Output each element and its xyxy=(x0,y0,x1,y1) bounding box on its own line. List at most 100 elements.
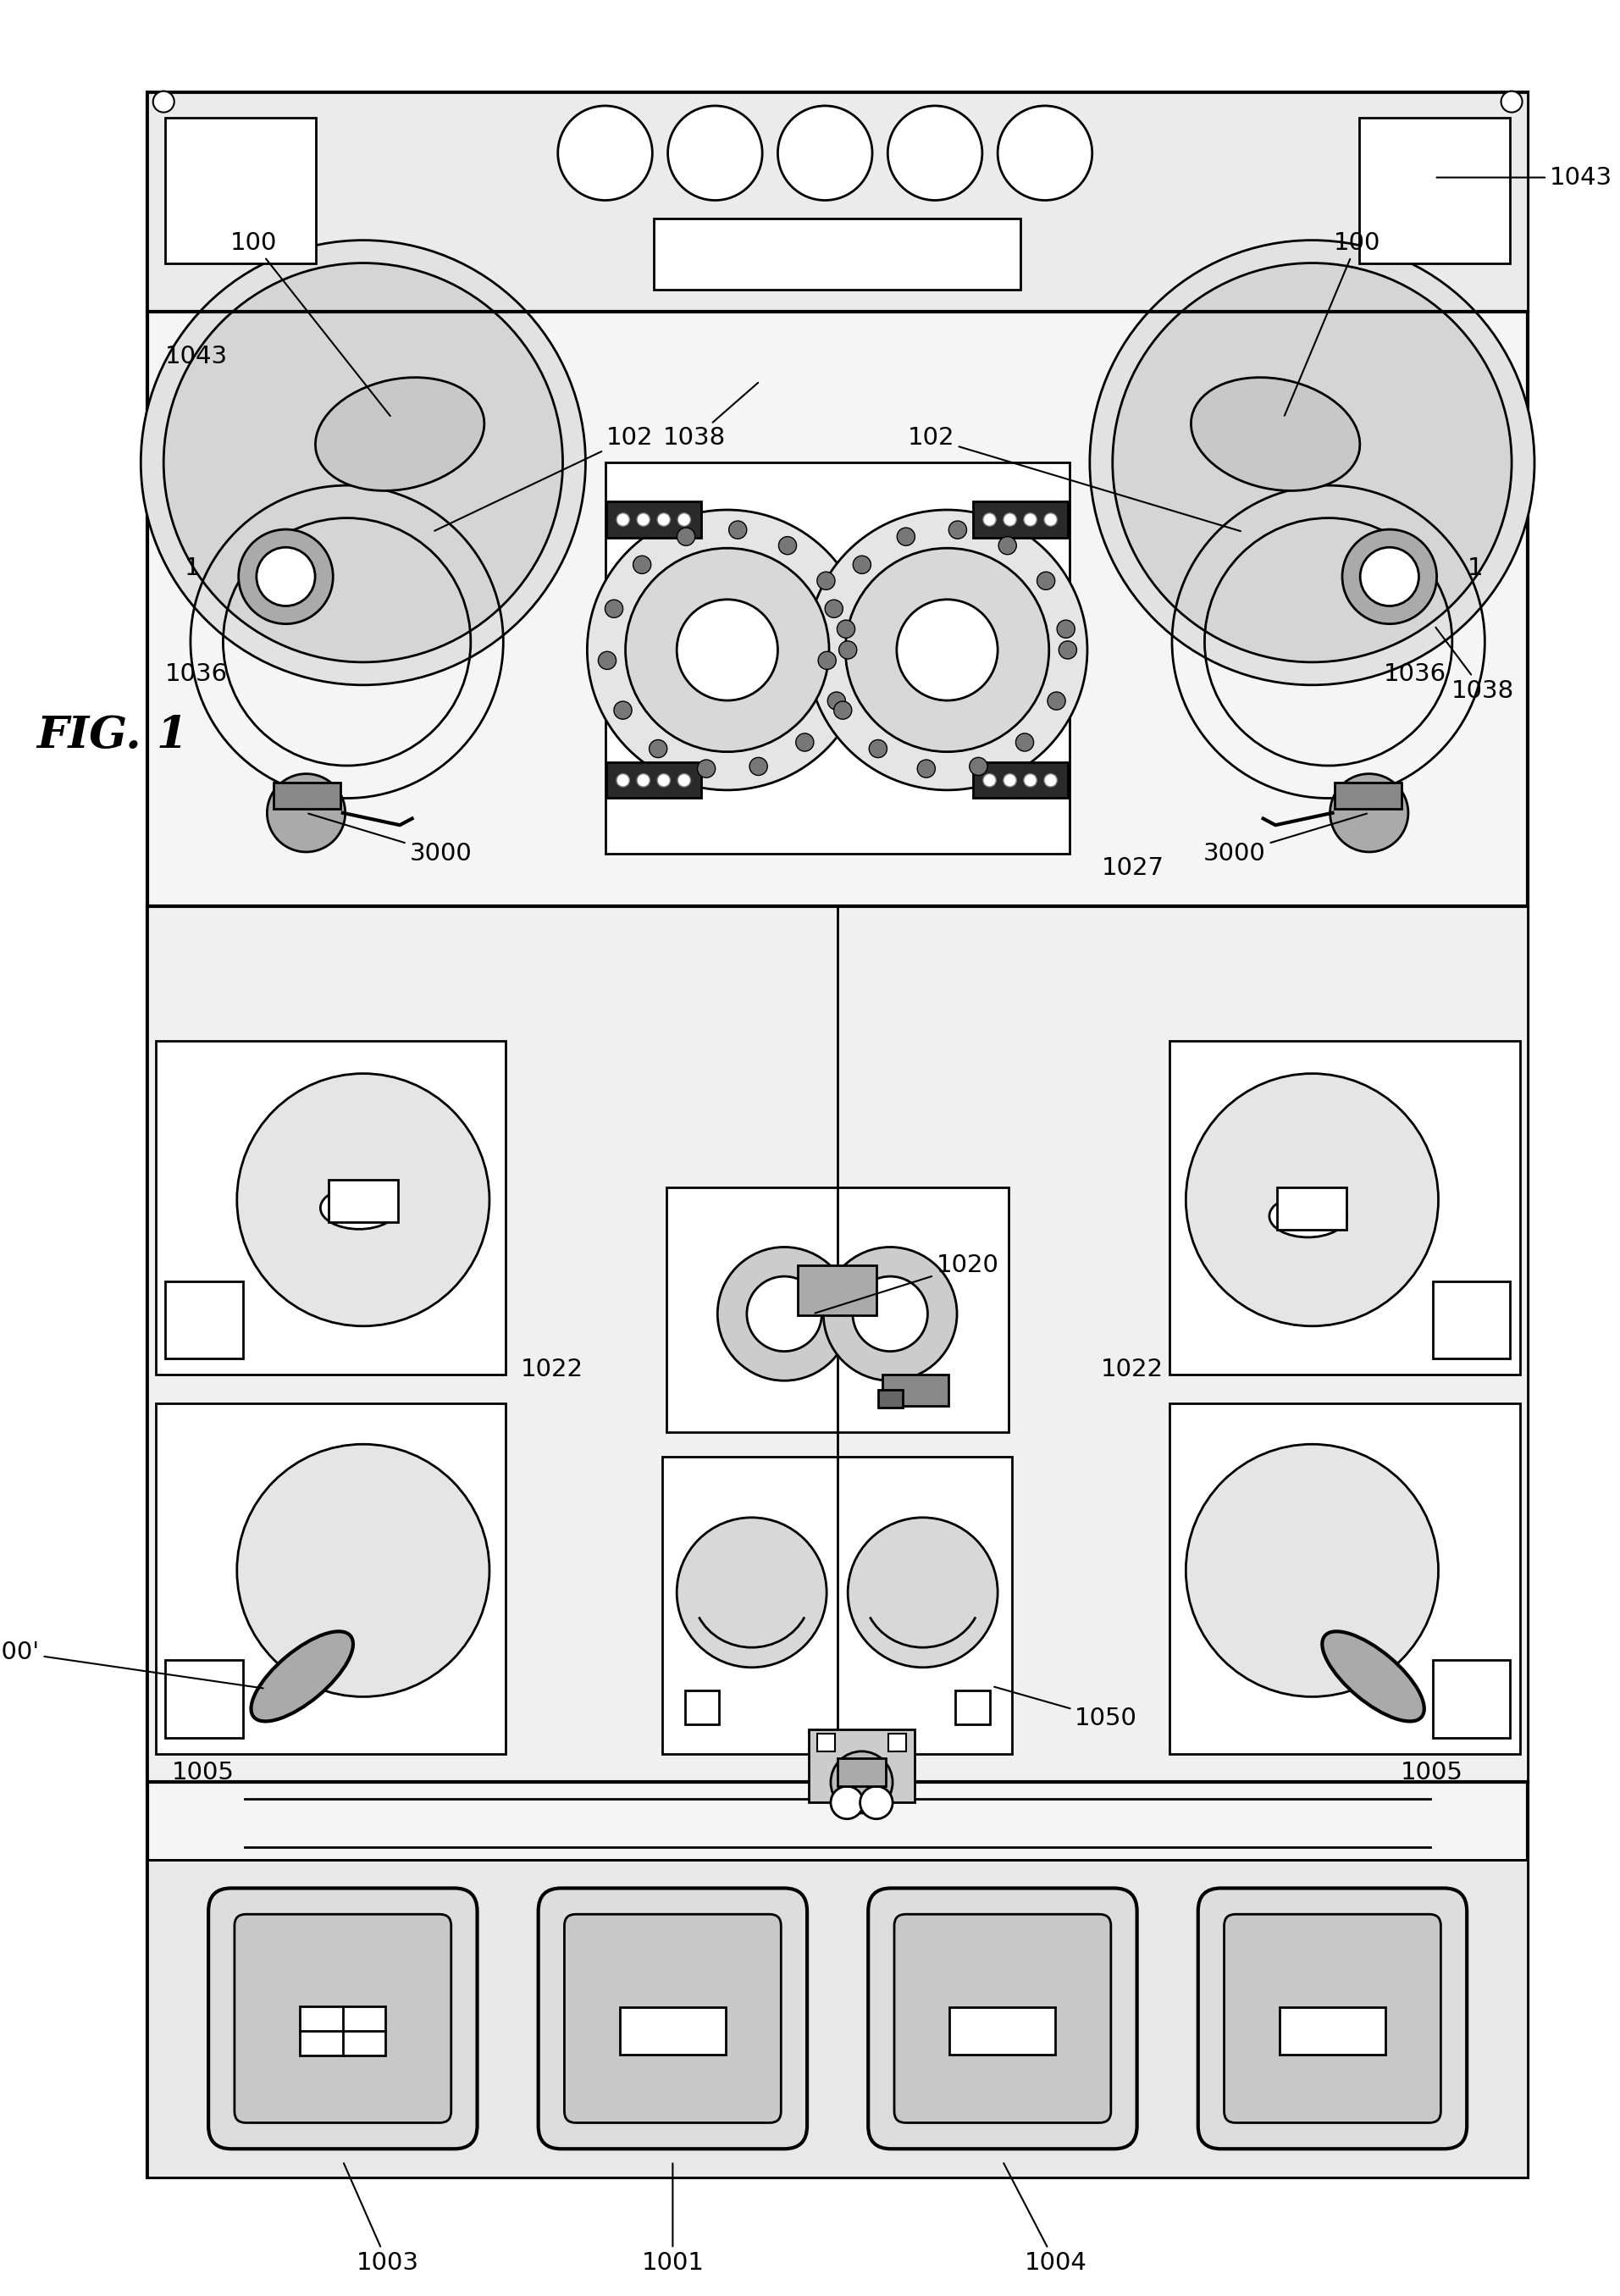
Ellipse shape xyxy=(316,377,484,491)
Bar xyxy=(165,117,316,264)
Circle shape xyxy=(834,700,852,719)
Circle shape xyxy=(237,1444,489,1697)
Circle shape xyxy=(718,1247,851,1380)
Text: 102: 102 xyxy=(907,427,1241,530)
Circle shape xyxy=(267,774,345,852)
Ellipse shape xyxy=(321,1187,399,1228)
Circle shape xyxy=(917,760,935,778)
Circle shape xyxy=(897,599,998,700)
Text: 1005: 1005 xyxy=(1400,1761,1463,1784)
Circle shape xyxy=(164,264,562,661)
Bar xyxy=(156,1040,505,1375)
Circle shape xyxy=(1343,530,1437,625)
Circle shape xyxy=(838,620,855,638)
Circle shape xyxy=(658,774,671,788)
Circle shape xyxy=(650,739,667,758)
Circle shape xyxy=(256,546,316,606)
FancyBboxPatch shape xyxy=(1199,1887,1466,2149)
Circle shape xyxy=(828,691,846,709)
Text: 1027: 1027 xyxy=(1102,856,1165,879)
Bar xyxy=(606,461,1069,854)
Bar xyxy=(608,762,701,799)
Text: 3000: 3000 xyxy=(308,813,471,866)
Bar xyxy=(974,503,1068,537)
Bar xyxy=(1280,2007,1385,2055)
Text: 1022: 1022 xyxy=(1100,1357,1163,1382)
Circle shape xyxy=(625,549,829,751)
Bar xyxy=(1335,783,1401,808)
Bar xyxy=(956,1690,990,1724)
Circle shape xyxy=(237,1075,489,1327)
Circle shape xyxy=(1045,512,1058,526)
Circle shape xyxy=(677,1518,826,1667)
Circle shape xyxy=(637,774,650,788)
Circle shape xyxy=(747,1277,821,1352)
Circle shape xyxy=(998,537,1016,556)
Text: 1: 1 xyxy=(1468,556,1482,581)
Ellipse shape xyxy=(1322,1632,1424,1722)
Circle shape xyxy=(557,106,653,200)
Text: 1036: 1036 xyxy=(165,664,228,687)
Circle shape xyxy=(807,510,1087,790)
Text: FIG. 1: FIG. 1 xyxy=(37,714,188,758)
Bar xyxy=(300,2007,386,2055)
Circle shape xyxy=(1048,691,1066,709)
Bar xyxy=(838,1759,886,1786)
FancyBboxPatch shape xyxy=(868,1887,1137,2149)
Text: 1038: 1038 xyxy=(1435,627,1515,703)
Circle shape xyxy=(778,106,872,200)
Text: 102: 102 xyxy=(434,427,653,530)
Bar xyxy=(147,1860,1528,2177)
Bar xyxy=(808,1729,915,1802)
Text: 1038: 1038 xyxy=(663,383,758,450)
Bar xyxy=(1359,117,1510,264)
Bar xyxy=(147,92,1528,2177)
Bar xyxy=(974,762,1068,799)
Bar xyxy=(1277,1187,1346,1231)
Circle shape xyxy=(897,528,915,546)
Circle shape xyxy=(677,512,690,526)
Bar xyxy=(685,1690,719,1724)
Bar xyxy=(878,1389,902,1407)
Circle shape xyxy=(779,537,797,556)
Circle shape xyxy=(1502,92,1523,113)
Text: 1020: 1020 xyxy=(815,1254,1000,1313)
Bar xyxy=(608,503,701,537)
Ellipse shape xyxy=(251,1632,353,1722)
Circle shape xyxy=(816,572,834,590)
Circle shape xyxy=(1059,641,1077,659)
FancyBboxPatch shape xyxy=(894,1915,1111,2124)
Text: 1003: 1003 xyxy=(343,2163,420,2275)
Circle shape xyxy=(1056,620,1076,638)
Circle shape xyxy=(983,512,996,526)
Bar xyxy=(881,1375,949,1405)
Ellipse shape xyxy=(1191,377,1359,491)
Bar xyxy=(329,1180,399,1221)
Bar xyxy=(666,1187,1008,1433)
Circle shape xyxy=(839,641,857,659)
Circle shape xyxy=(750,758,768,776)
Circle shape xyxy=(795,732,813,751)
Circle shape xyxy=(823,1247,957,1380)
FancyBboxPatch shape xyxy=(1225,1915,1440,2124)
Circle shape xyxy=(667,106,763,200)
Circle shape xyxy=(617,512,630,526)
Bar xyxy=(1170,1403,1520,1754)
Circle shape xyxy=(831,1752,893,1814)
Text: 1022: 1022 xyxy=(520,1357,583,1382)
Circle shape xyxy=(868,739,888,758)
Text: 1043: 1043 xyxy=(1437,165,1612,188)
Circle shape xyxy=(983,774,996,788)
Circle shape xyxy=(1024,774,1037,788)
Circle shape xyxy=(677,774,690,788)
Circle shape xyxy=(888,106,982,200)
Bar xyxy=(888,1733,907,1752)
Circle shape xyxy=(697,760,716,778)
Circle shape xyxy=(1090,241,1534,684)
Text: 1001: 1001 xyxy=(642,2163,705,2275)
Bar xyxy=(654,218,1021,289)
Circle shape xyxy=(1003,774,1016,788)
Circle shape xyxy=(860,1786,893,1818)
Circle shape xyxy=(969,758,987,776)
Bar xyxy=(816,1733,834,1752)
